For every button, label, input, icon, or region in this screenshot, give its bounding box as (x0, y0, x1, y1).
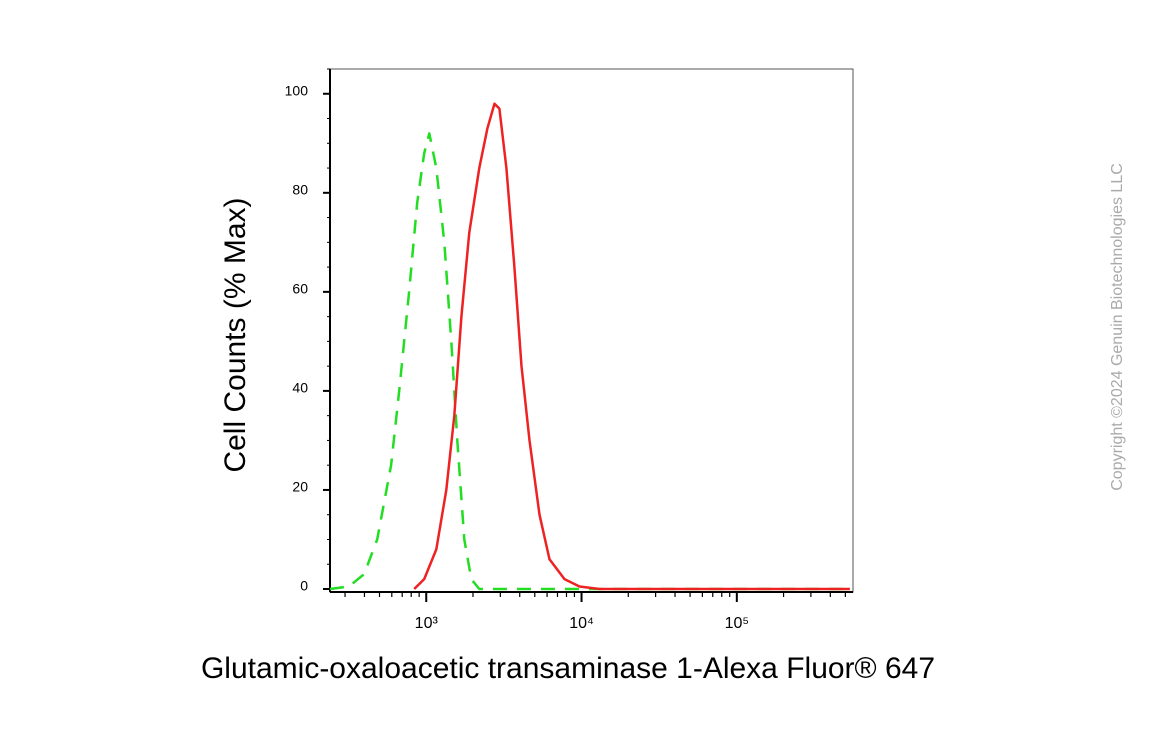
y-tick-label: 0 (300, 578, 308, 594)
y-tick-label: 40 (292, 380, 308, 396)
y-axis-label: Cell Counts (% Max) (219, 197, 252, 472)
histogram-line (413, 102, 850, 591)
watermark: Copyright ©2024 Genuin Biotechnologies L… (1109, 163, 1126, 491)
y-tick-label: 60 (292, 281, 308, 297)
x-tick-label: 10³ (415, 615, 439, 632)
y-tick-label: 80 (292, 182, 308, 198)
plot-frame (329, 68, 854, 593)
x-tick-label: 10⁵ (725, 615, 749, 632)
y-tick-label: 20 (292, 479, 308, 495)
x-axis-label: Glutamic-oxaloacetic transaminase 1-Alex… (200, 652, 936, 685)
histogram-line (329, 132, 850, 591)
y-tick-label: 100 (285, 82, 309, 98)
x-tick-label: 10⁴ (569, 615, 594, 632)
